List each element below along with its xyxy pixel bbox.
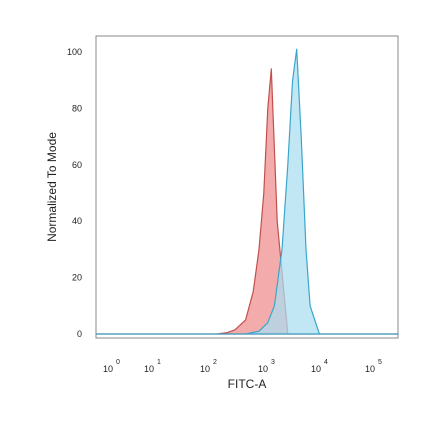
y-axis-ticks: 0 20 40 60 80 100 [67,47,82,339]
x-tick-label: 10 [365,364,375,374]
x-tick-exponent: 0 [116,359,120,366]
x-tick-label: 10 [103,364,113,374]
x-tick-exponent: 3 [271,359,275,366]
x-tick-label: 10 [200,364,210,374]
y-tick-label: 40 [72,216,82,226]
x-tick-exponent: 2 [213,359,217,366]
x-axis-title: FITC-A [228,377,267,391]
x-tick-exponent: 4 [324,359,328,366]
y-tick-label: 100 [67,47,82,57]
y-tick-label: 20 [72,273,82,283]
y-tick-label: 80 [72,103,82,113]
series-layer [95,48,399,335]
plot-area-frame [95,35,399,339]
x-tick-label: 10 [258,364,268,374]
x-tick-label: 10 [144,364,154,374]
histogram-series-1 [95,68,399,335]
y-axis-title: Normalized To Mode [45,132,59,242]
x-tick-label: 10 [311,364,321,374]
y-tick-label: 60 [72,160,82,170]
y-tick-label: 0 [77,329,82,339]
x-tick-exponent: 5 [378,359,382,366]
histogram-series-2 [95,48,399,335]
x-tick-exponent: 1 [157,359,161,366]
